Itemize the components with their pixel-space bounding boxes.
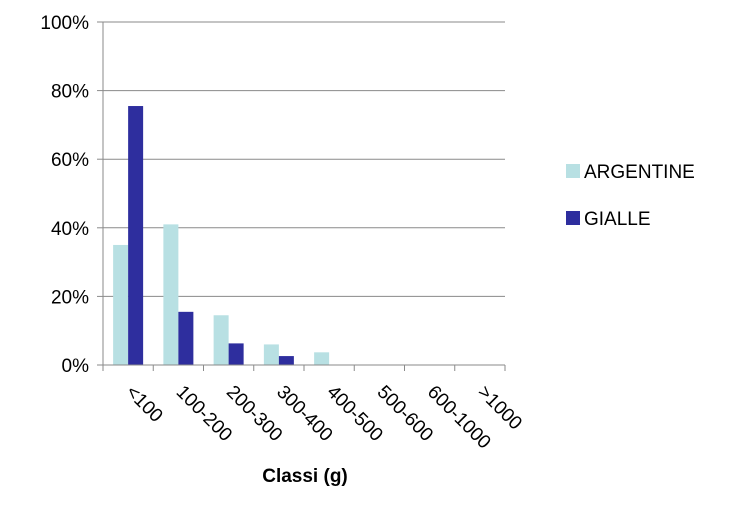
x-axis-categories: <100 100-200200-300300-400400-500500-6006… [121,382,525,454]
legend-label-gialle: GIALLE [584,209,651,230]
x-axis-label: Classi (g) [262,466,348,487]
bar-argentine [163,224,179,365]
bar-argentine [113,244,129,365]
bar-gialle [278,356,294,365]
bar-gialle [178,311,194,365]
y-tick-label: 60% [51,150,89,171]
y-tick-label: 100% [40,13,89,34]
y-axis-ticks: 0% 20% 40% 60% 80% 100% [40,13,103,377]
x-category-label: <100 [121,382,166,427]
bar-argentine [314,352,330,365]
axes [102,22,506,371]
bar-gialle [128,106,144,365]
legend-swatch-gialle [566,211,580,225]
y-tick-label: 0% [62,356,90,377]
bar-argentine [263,344,279,365]
gridlines [103,21,505,297]
legend-swatch-argentine [566,164,580,178]
y-tick-label: 40% [51,219,89,240]
y-tick-label: 80% [51,82,89,103]
bar-gialle [228,343,244,365]
y-tick-label: 20% [51,287,89,308]
bar-argentine [213,315,229,365]
legend-label-argentine: ARGENTINE [584,162,695,183]
legend: ARGENTINE GIALLE [566,162,695,230]
bars [113,106,330,365]
